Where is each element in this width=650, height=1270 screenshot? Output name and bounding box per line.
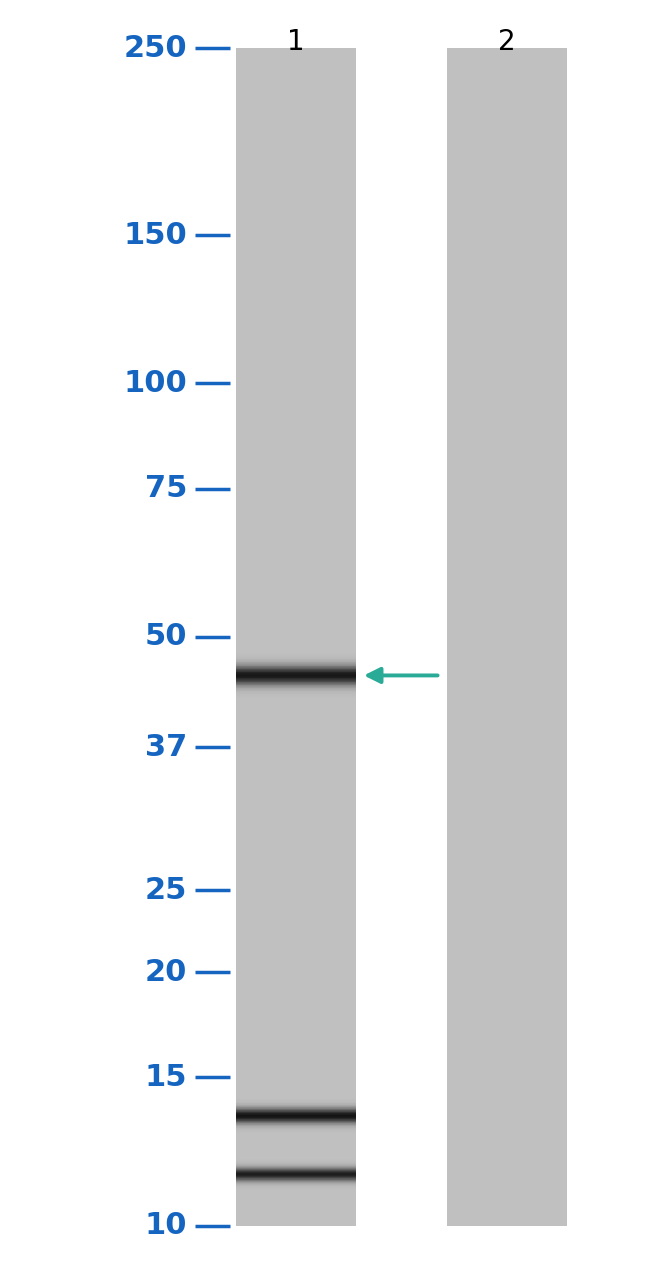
Bar <box>447 48 567 1226</box>
Bar <box>236 48 356 1226</box>
Text: 1: 1 <box>287 28 305 56</box>
Text: 37: 37 <box>145 733 187 762</box>
Text: 50: 50 <box>144 622 187 652</box>
Text: 25: 25 <box>144 876 187 906</box>
Text: 20: 20 <box>144 958 187 987</box>
Text: 15: 15 <box>144 1063 187 1092</box>
Text: 100: 100 <box>123 368 187 398</box>
Text: 10: 10 <box>144 1212 187 1240</box>
Text: 250: 250 <box>124 34 187 62</box>
Text: 150: 150 <box>123 221 187 250</box>
Text: 2: 2 <box>498 28 516 56</box>
Text: 75: 75 <box>144 474 187 503</box>
